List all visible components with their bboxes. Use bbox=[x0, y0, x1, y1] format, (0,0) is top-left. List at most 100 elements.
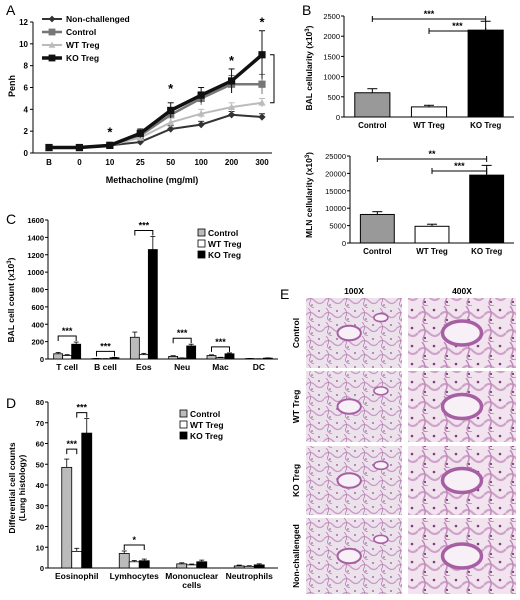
panel-b1: B 0 500 1000 1500 2000 2500 Control WT Treg KO T… bbox=[302, 2, 514, 130]
x-tick-label: T cell bbox=[56, 362, 78, 372]
panel-c-ylabel-sup: 3 bbox=[7, 260, 13, 264]
data-point bbox=[258, 80, 266, 88]
panel-b2-ylabel-main: MLN cellularity (x10 bbox=[304, 158, 314, 238]
bar bbox=[410, 106, 448, 118]
airway-structure bbox=[336, 472, 362, 489]
legend-label: KO Treg bbox=[208, 250, 241, 260]
legend-label: KO Treg bbox=[190, 431, 223, 441]
panel-a-significance: * * * * bbox=[107, 15, 275, 139]
x-tick-label: Eosinophil bbox=[55, 571, 98, 581]
panel-d: D 0 10 20 30 40 50 60 70 80 Eosinophil Lymhocytes M… bbox=[6, 395, 278, 590]
airway-structure bbox=[440, 392, 484, 421]
y-tick-label: 1000 bbox=[27, 268, 44, 277]
y-tick-label: 200 bbox=[31, 338, 44, 347]
panel-a-axes: 0 2 4 6 8 10 12 B 0 10 25 50 100 200 300 bbox=[19, 18, 272, 167]
data-point bbox=[227, 103, 236, 111]
y-tick-label: 1600 bbox=[27, 216, 44, 225]
significance-bracket bbox=[270, 54, 275, 104]
significance-marker: * bbox=[132, 535, 136, 545]
y-tick-label: 2000 bbox=[323, 32, 340, 41]
y-tick-label: 80 bbox=[36, 398, 44, 407]
panel-c-ylabel-main: BAL cell count (x10 bbox=[6, 263, 16, 342]
significance-bracket bbox=[211, 346, 230, 352]
bar bbox=[147, 249, 158, 360]
row-label: KO Treg bbox=[291, 464, 301, 497]
bar bbox=[168, 355, 179, 360]
legend-label: WT Treg bbox=[66, 40, 100, 50]
panel-b1-plot: 0 500 1000 1500 2000 2500 Control WT Treg KO Tre… bbox=[323, 9, 514, 130]
significance-marker: *** bbox=[454, 161, 465, 171]
bar bbox=[118, 553, 130, 569]
y-tick-label: 20 bbox=[36, 523, 44, 532]
x-tick-label: Mononuclear bbox=[165, 571, 219, 581]
legend-label: KO Treg bbox=[66, 53, 99, 63]
panel-e: E 100X 400X Control WT Treg KO Treg Non-chall… bbox=[280, 286, 516, 594]
x-tick-label: WT Treg bbox=[413, 121, 445, 130]
legend-label: Control bbox=[66, 27, 96, 37]
bar bbox=[354, 92, 391, 118]
x-tick-label: Mac bbox=[212, 362, 229, 372]
y-tick-label: 800 bbox=[31, 286, 44, 295]
bar bbox=[467, 29, 504, 118]
panel-b2-plot: 0 5000 10000 15000 20000 25000 Control WT Treg K… bbox=[325, 149, 514, 256]
panel-e-letter: E bbox=[280, 286, 289, 302]
significance-bracket bbox=[66, 448, 78, 455]
airway-structure bbox=[336, 547, 362, 565]
data-point bbox=[197, 121, 205, 129]
bar bbox=[128, 561, 140, 569]
bar bbox=[61, 466, 73, 569]
airway-structure bbox=[373, 460, 389, 471]
significance-marker: * bbox=[168, 81, 174, 96]
bar bbox=[215, 357, 226, 360]
panel-b1-ylabel-end: ) bbox=[304, 25, 314, 28]
bar bbox=[243, 565, 255, 569]
y-tick-label: 50 bbox=[36, 460, 44, 469]
x-tick-label: 0 bbox=[77, 158, 82, 167]
airway-structure bbox=[440, 542, 484, 570]
y-tick-label: 0 bbox=[342, 239, 346, 248]
panel-a: A 0 2 4 6 8 10 12 B 0 10 25 50 100 200 300 * * * * Non-ch… bbox=[6, 2, 275, 185]
data-point bbox=[167, 106, 175, 115]
bar bbox=[138, 354, 149, 360]
panel-a-series bbox=[45, 30, 266, 152]
panel-c-letter: C bbox=[6, 211, 16, 227]
significance-marker: *** bbox=[100, 341, 111, 351]
bar bbox=[138, 560, 150, 569]
x-tick-label: DC bbox=[253, 362, 265, 372]
bar bbox=[224, 353, 235, 360]
significance-bracket bbox=[57, 335, 77, 342]
panel-e-grid: 100X 400X Control WT Treg KO Treg Non-challen… bbox=[291, 286, 516, 594]
legend-swatch bbox=[197, 228, 206, 237]
x-tick-label: Neu bbox=[174, 362, 190, 372]
bar bbox=[186, 564, 198, 569]
panel-d-ylabel: Differential cell counts(Lung histology) bbox=[7, 442, 27, 533]
bar bbox=[196, 561, 208, 569]
legend-swatch bbox=[179, 409, 188, 418]
data-point bbox=[167, 118, 175, 126]
bar bbox=[62, 355, 73, 360]
y-tick-label: 60 bbox=[36, 440, 44, 449]
bar bbox=[129, 336, 140, 360]
significance-bracket bbox=[134, 230, 154, 236]
y-tick-label: 1400 bbox=[27, 233, 44, 242]
significance-marker: *** bbox=[76, 403, 87, 413]
x-tick-label: 25 bbox=[136, 158, 145, 167]
significance-marker: * bbox=[229, 53, 235, 68]
bar bbox=[253, 564, 265, 569]
y-tick-label: 0 bbox=[40, 355, 44, 364]
y-tick-label: 6 bbox=[24, 84, 29, 93]
significance-marker: * bbox=[259, 15, 265, 30]
airway-structure bbox=[373, 312, 389, 323]
y-tick-label: 1000 bbox=[323, 73, 340, 82]
x-tick-label: Control bbox=[363, 247, 391, 256]
significance-marker: *** bbox=[215, 337, 226, 347]
x-tick-label: 100 bbox=[194, 158, 208, 167]
data-point bbox=[227, 77, 236, 85]
data-point bbox=[197, 110, 205, 117]
data-point bbox=[167, 125, 175, 133]
significance-bracket bbox=[123, 544, 145, 550]
panel-b2-ylabel-sup: 3 bbox=[305, 154, 311, 158]
bar bbox=[71, 551, 83, 569]
y-tick-label: 8 bbox=[24, 62, 29, 71]
panel-c-ylabel: BAL cell count (x103) bbox=[6, 257, 16, 342]
